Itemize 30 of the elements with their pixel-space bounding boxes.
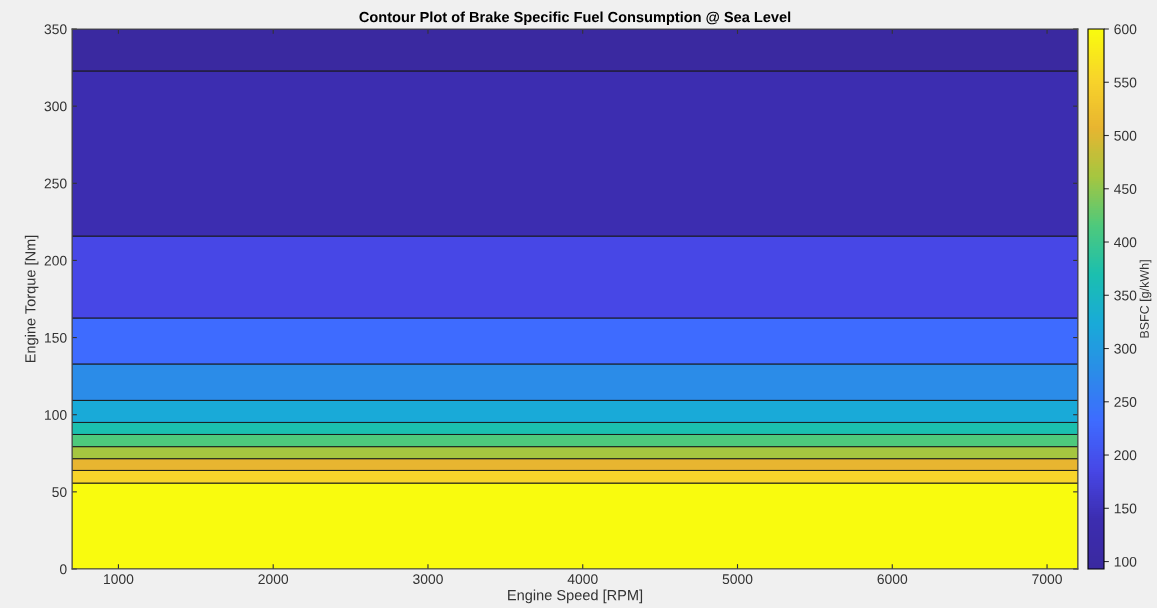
- y-tick-label: 50: [52, 487, 67, 498]
- color-bar-label: 500: [1114, 130, 1137, 141]
- y-tick-label: 0: [59, 564, 67, 575]
- color-bar-label: 350: [1114, 290, 1137, 301]
- y-tick-label: 100: [45, 410, 67, 420]
- color-bar-label: 250: [1114, 397, 1137, 407]
- color-bar-label: 550: [1114, 77, 1137, 88]
- x-axis-title: Engine Speed [RPM]: [508, 589, 643, 604]
- color-bar-label: 150: [1114, 503, 1137, 514]
- x-tick-label: 6000: [877, 574, 908, 585]
- x-tick-label: 3000: [413, 574, 443, 585]
- color-bar-label: 400: [1114, 237, 1137, 248]
- color-bar-title: BSFC [g/kWh]: [1139, 260, 1152, 338]
- color-bar-label: 100: [1114, 556, 1137, 567]
- y-tick-label: 350: [44, 24, 67, 35]
- y-tick-label: 200: [44, 255, 67, 266]
- y-axis-title: Engine Torque [Nm]: [24, 235, 39, 363]
- y-tick-label: 250: [44, 178, 67, 189]
- color-bar-label: 200: [1114, 450, 1137, 461]
- chart-title: Contour Plot of Brake Specific Fuel Consumption @ Sea Level: [359, 11, 791, 26]
- x-tick-label: 1000: [104, 574, 134, 585]
- color-bar-label: 600: [1114, 24, 1137, 35]
- x-tick-label: 7000: [1032, 574, 1062, 585]
- x-tick-label: 5000: [722, 574, 753, 585]
- x-tick-label: 4000: [567, 574, 598, 585]
- color-bar-label: 300: [1114, 343, 1137, 354]
- color-bar-label: 450: [1114, 184, 1137, 194]
- x-tick-label: 2000: [258, 574, 289, 585]
- y-tick-label: 300: [44, 101, 67, 112]
- y-tick-label: 150: [45, 332, 67, 343]
